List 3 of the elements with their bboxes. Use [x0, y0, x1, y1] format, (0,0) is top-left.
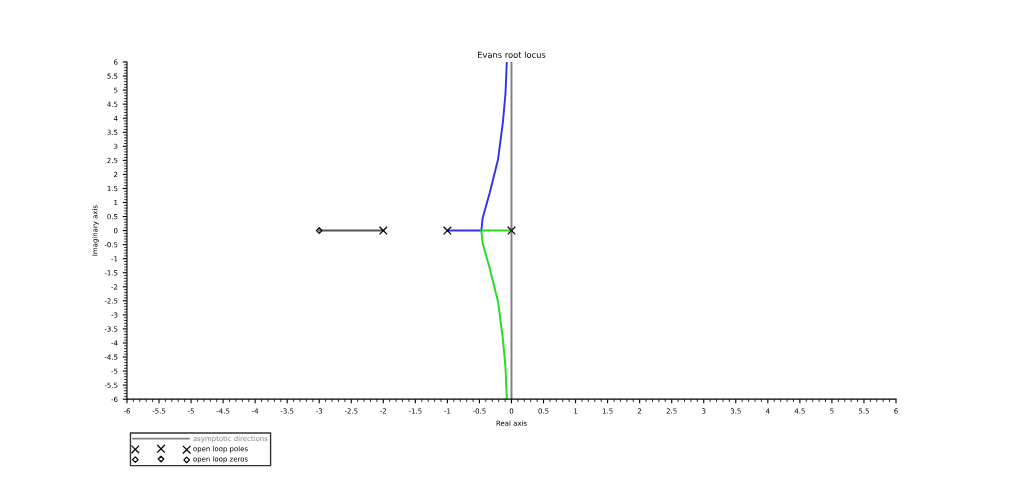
line-series — [446, 61, 508, 232]
chart-title: Evans root locus — [478, 51, 546, 58]
line-series — [480, 229, 513, 400]
